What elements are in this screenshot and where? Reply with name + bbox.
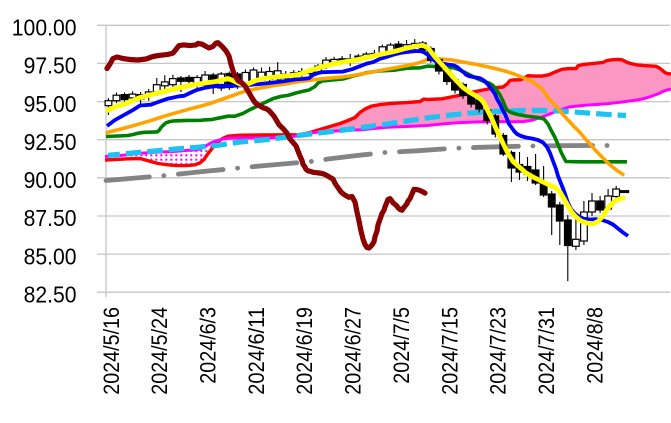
svg-text:2024/5/16: 2024/5/16 bbox=[99, 307, 124, 395]
svg-text:2024/6/3: 2024/6/3 bbox=[196, 307, 221, 384]
svg-text:2024/6/11: 2024/6/11 bbox=[244, 307, 269, 395]
svg-text:2024/8/8: 2024/8/8 bbox=[582, 307, 607, 384]
svg-text:90.00: 90.00 bbox=[24, 167, 77, 193]
svg-text:95.00: 95.00 bbox=[24, 91, 77, 117]
svg-text:85.00: 85.00 bbox=[24, 243, 77, 269]
svg-text:2024/7/31: 2024/7/31 bbox=[534, 307, 559, 395]
svg-text:2024/7/15: 2024/7/15 bbox=[437, 307, 462, 395]
svg-text:2024/6/19: 2024/6/19 bbox=[292, 307, 317, 395]
svg-text:2024/6/27: 2024/6/27 bbox=[341, 307, 366, 395]
svg-text:92.50: 92.50 bbox=[24, 129, 77, 155]
svg-text:2024/5/24: 2024/5/24 bbox=[147, 307, 172, 395]
svg-text:87.50: 87.50 bbox=[24, 205, 77, 231]
svg-text:82.50: 82.50 bbox=[24, 281, 77, 307]
svg-text:2024/7/23: 2024/7/23 bbox=[486, 307, 511, 395]
svg-text:2024/7/5: 2024/7/5 bbox=[389, 307, 414, 384]
svg-text:97.50: 97.50 bbox=[24, 53, 77, 79]
svg-text:100.00: 100.00 bbox=[12, 15, 77, 41]
